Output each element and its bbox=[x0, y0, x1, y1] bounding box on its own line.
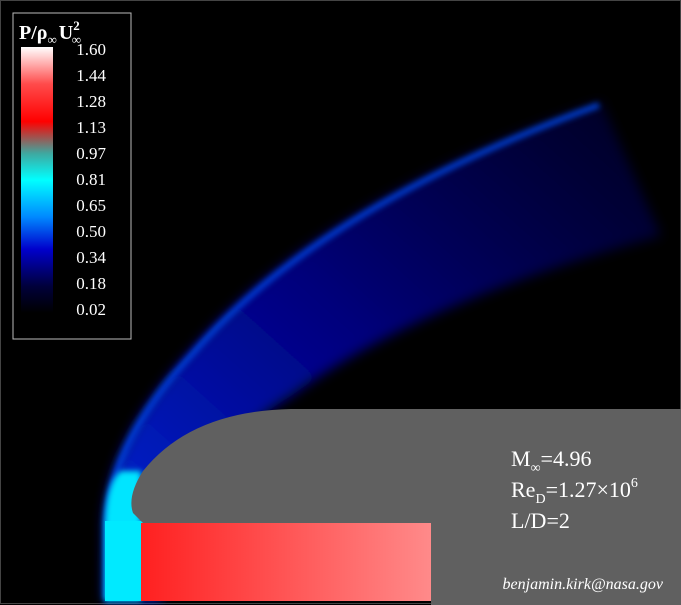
legend-tick: 0.18 bbox=[76, 274, 106, 293]
legend-tick: 1.60 bbox=[76, 40, 106, 59]
shock-layer bbox=[105, 101, 661, 601]
legend-colorbar bbox=[21, 47, 53, 313]
credit-email: benjamin.kirk@nasa.gov bbox=[503, 576, 664, 593]
body-geometry bbox=[131, 409, 681, 605]
legend-box bbox=[12, 12, 132, 340]
stagnation-column bbox=[105, 521, 143, 601]
legend-tick: 0.50 bbox=[76, 222, 106, 241]
legend-tick: 0.65 bbox=[76, 196, 106, 215]
legend-ticks: 1.60 1.44 1.28 1.13 0.97 0.81 0.65 0.50 … bbox=[76, 40, 106, 319]
legend-tick: 1.44 bbox=[76, 66, 106, 85]
legend-tick: 0.97 bbox=[76, 144, 106, 163]
reynolds-number-label: ReD=1.27×106 bbox=[511, 476, 638, 507]
length-ratio-label: L/D=2 bbox=[511, 508, 570, 533]
legend-tick: 1.28 bbox=[76, 92, 106, 111]
legend-tick: 1.13 bbox=[76, 118, 106, 137]
legend-tick: 0.81 bbox=[76, 170, 106, 189]
mach-number-label: M∞=4.96 bbox=[511, 446, 591, 476]
legend-tick: 0.34 bbox=[76, 248, 106, 267]
shock-front bbox=[104, 102, 601, 601]
high-pressure-region bbox=[141, 523, 431, 601]
legend-tick: 0.02 bbox=[76, 300, 106, 319]
legend-title: P/ρ∞ U2 ∞ bbox=[19, 18, 81, 47]
